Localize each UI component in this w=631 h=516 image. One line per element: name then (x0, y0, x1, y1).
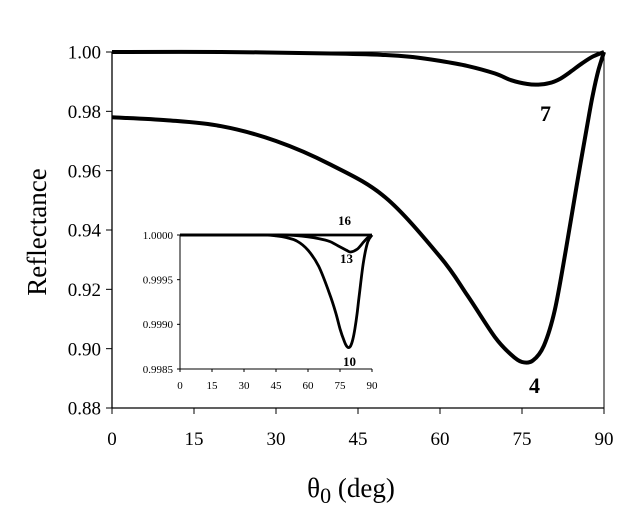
y-axis-title: Reflectance (22, 168, 52, 295)
inset-y-tick-label: 1.0000 (143, 230, 174, 242)
curve-label-4: 4 (529, 373, 540, 398)
inset-series-10-line (180, 233, 374, 349)
inset-background (180, 235, 372, 369)
main-y-tick-label: 0.88 (68, 399, 101, 420)
main-plot: 0.88 0.90 0.92 0.94 0.96 0.98 1.00 0 15 30 45 60 75… (22, 43, 614, 508)
inset-curve-label-10: 10 (343, 354, 356, 369)
main-series-7-line (111, 49, 605, 87)
main-x-tick-label: 75 (513, 429, 532, 450)
inset-x-tick-label: 45 (271, 380, 283, 392)
inset-x-ticks: 0 15 30 45 60 75 90 (177, 369, 378, 392)
inset-y-tick-label: 0.9985 (143, 364, 174, 376)
main-y-tick-label: 0.92 (68, 280, 101, 301)
main-x-tick-label: 60 (431, 429, 450, 450)
main-x-tick-label: 0 (107, 429, 117, 450)
inset-curve-label-13: 13 (340, 251, 354, 266)
inset-curve-label-16: 16 (338, 213, 352, 228)
main-curves (111, 49, 606, 365)
inset-x-tick-label: 60 (303, 380, 315, 392)
main-x-tick-label: 90 (595, 429, 614, 450)
x-axis-title: θ0 (deg) (307, 473, 395, 508)
main-y-tick-label: 0.98 (68, 102, 101, 123)
inset-x-tick-label: 75 (335, 380, 347, 392)
main-series-4-line (111, 51, 606, 365)
inset-series-13-line (180, 233, 373, 254)
main-y-tick-label: 0.90 (68, 339, 101, 360)
inset-x-tick-label: 90 (367, 380, 379, 392)
main-x-tick-label: 30 (267, 429, 286, 450)
main-y-ticks: 0.88 0.90 0.92 0.94 0.96 0.98 1.00 (68, 43, 112, 420)
inset-x-tick-label: 0 (177, 380, 183, 392)
main-x-tick-label: 15 (185, 429, 204, 450)
inset-curves (180, 233, 374, 349)
inset-plot: 0.9985 0.9990 0.9995 1.0000 0 15 30 45 60 75 90 1… (143, 213, 378, 392)
inset-y-tick-label: 0.9990 (143, 319, 174, 331)
main-y-tick-label: 1.00 (68, 43, 101, 64)
inset-x-tick-label: 30 (239, 380, 251, 392)
main-y-tick-label: 0.96 (68, 161, 101, 182)
main-x-ticks: 0 15 30 45 60 75 90 (107, 408, 614, 450)
main-y-tick-label: 0.94 (68, 221, 102, 242)
inset-x-tick-label: 15 (207, 380, 219, 392)
main-x-tick-label: 45 (349, 429, 368, 450)
inset-y-ticks: 0.9985 0.9990 0.9995 1.0000 (143, 230, 180, 376)
curve-label-7: 7 (540, 101, 551, 126)
inset-y-tick-label: 0.9995 (143, 275, 174, 287)
